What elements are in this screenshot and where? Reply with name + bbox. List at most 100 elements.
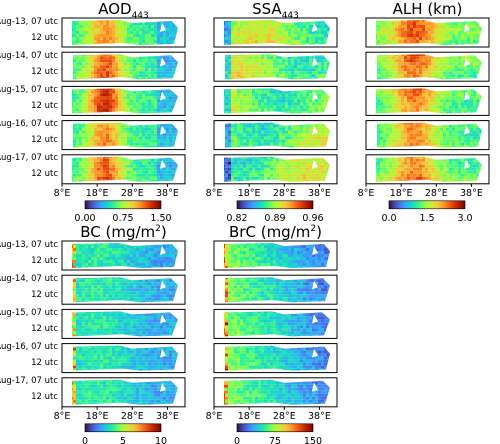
heatmap-cell xyxy=(246,99,249,103)
heatmap-cell xyxy=(377,108,380,112)
heatmap-cell xyxy=(276,22,279,25)
heatmap-cell xyxy=(79,122,82,125)
heatmap-cell xyxy=(315,25,318,28)
heatmap-cell xyxy=(163,142,166,146)
heatmap-cell xyxy=(327,99,330,103)
heatmap-cell xyxy=(255,124,258,128)
heatmap-cell xyxy=(246,22,249,25)
heatmap-cell xyxy=(443,102,446,106)
heatmap-cell xyxy=(127,37,130,40)
heatmap-cell xyxy=(376,108,377,112)
heatmap-cell xyxy=(291,124,294,128)
heatmap-cell xyxy=(88,20,91,22)
heatmap-cell xyxy=(154,77,157,80)
heatmap-cell xyxy=(455,22,458,25)
heatmap-cell xyxy=(443,99,446,103)
heatmap-cell xyxy=(258,34,261,37)
heatmap-cell xyxy=(276,179,279,182)
heatmap-cell xyxy=(228,62,231,66)
heatmap-cell xyxy=(166,88,169,91)
heatmap-cell xyxy=(318,136,321,140)
heatmap-cell xyxy=(118,22,121,25)
heatmap-cell xyxy=(425,65,428,69)
heatmap-cell xyxy=(267,124,270,128)
heatmap-cell xyxy=(246,179,249,182)
heatmap-cell xyxy=(413,68,416,72)
heatmap-cell xyxy=(434,62,437,66)
heatmap-cell xyxy=(121,173,124,177)
heatmap-cell xyxy=(154,90,157,94)
heatmap-cell xyxy=(279,124,282,128)
heatmap-cell xyxy=(321,145,324,148)
heatmap-cell xyxy=(318,108,321,112)
heatmap-cell xyxy=(333,140,336,143)
heatmap-cell xyxy=(270,158,273,162)
heatmap-cell xyxy=(73,173,76,177)
heatmap-cell xyxy=(142,22,145,25)
heatmap-cell xyxy=(97,173,100,177)
heatmap-cell xyxy=(273,133,276,137)
heatmap-cell xyxy=(100,59,103,63)
heatmap-cell xyxy=(169,68,172,72)
heatmap-cell xyxy=(145,90,148,94)
heatmap-cell xyxy=(124,158,127,162)
heatmap-cell xyxy=(175,62,178,66)
heatmap-cell xyxy=(312,176,315,180)
heatmap-cell xyxy=(300,71,303,75)
heatmap-cell xyxy=(237,111,240,114)
heatmap-cell xyxy=(446,59,449,63)
heatmap-cell xyxy=(428,37,431,40)
heatmap-cell xyxy=(172,68,175,72)
heatmap-cell xyxy=(243,68,246,72)
heatmap-cell xyxy=(270,59,273,63)
heatmap-cell xyxy=(246,65,249,69)
heatmap-cell xyxy=(276,43,279,45)
heatmap-cell xyxy=(88,68,91,72)
heatmap-cell xyxy=(112,164,115,168)
heatmap-cell xyxy=(270,145,273,148)
heatmap-cell xyxy=(306,108,309,112)
heatmap-cell xyxy=(88,25,91,28)
heatmap-cell xyxy=(416,108,419,112)
heatmap-cell xyxy=(252,145,255,148)
heatmap-cell xyxy=(151,161,154,165)
heatmap-cell xyxy=(437,59,440,63)
heatmap-cell xyxy=(479,88,482,91)
heatmap-cell xyxy=(136,124,139,128)
heatmap-cell xyxy=(72,96,73,100)
heatmap-cell xyxy=(94,20,97,22)
panel-frame xyxy=(61,154,186,185)
heatmap-cell xyxy=(169,158,172,162)
heatmap-cell xyxy=(303,111,306,114)
heatmap-cell xyxy=(330,40,333,43)
heatmap-cell xyxy=(115,43,118,45)
heatmap-cell xyxy=(139,22,142,25)
heatmap-cell xyxy=(246,139,249,143)
heatmap-cell xyxy=(276,77,279,80)
heatmap-cell xyxy=(416,111,419,114)
heatmap-cell xyxy=(303,170,306,174)
heatmap-cell xyxy=(127,142,130,146)
heatmap-cell xyxy=(446,71,449,75)
heatmap-cell xyxy=(333,56,336,59)
heatmap-cell xyxy=(243,59,246,63)
heatmap-cell xyxy=(249,99,252,103)
heatmap-cell xyxy=(154,28,157,31)
heatmap-cell xyxy=(413,96,416,100)
heatmap-cell xyxy=(413,77,416,80)
heatmap-cell xyxy=(240,142,243,146)
heatmap-cell xyxy=(82,68,85,72)
heatmap-cell xyxy=(267,133,270,137)
heatmap-cell xyxy=(151,139,154,143)
heatmap-cell xyxy=(389,88,392,91)
heatmap-cell xyxy=(72,161,73,165)
heatmap-cell xyxy=(410,25,413,28)
heatmap-cell xyxy=(109,139,112,143)
heatmap-cell xyxy=(249,105,252,109)
heatmap-cell xyxy=(407,68,410,72)
heatmap-cell xyxy=(318,31,321,34)
heatmap-cell xyxy=(94,93,97,97)
heatmap-cell xyxy=(79,158,82,162)
heatmap-cell xyxy=(401,43,404,45)
heatmap-cell xyxy=(145,65,148,69)
